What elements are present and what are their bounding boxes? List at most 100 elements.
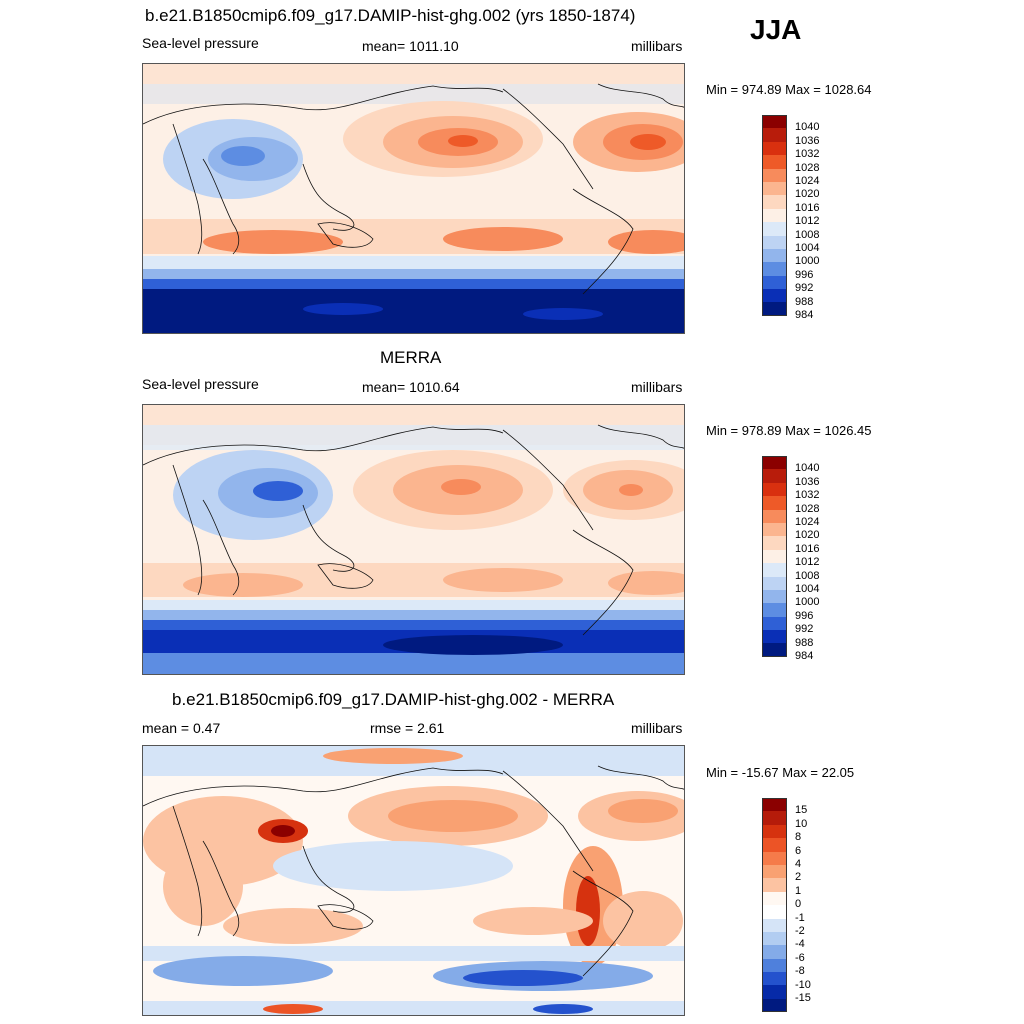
panel1-units-label: millibars	[631, 38, 683, 54]
colorbar-swatch	[762, 643, 787, 657]
colorbar-tick-label: 1040	[795, 121, 820, 134]
colorbar-tick-label: 1036	[795, 475, 820, 488]
colorbar-tick-label: -1	[795, 911, 805, 924]
panel1-title: b.e21.B1850cmip6.f09_g17.DAMIP-hist-ghg.…	[145, 6, 636, 25]
colorbar-tick-label: 1024	[795, 516, 820, 528]
colorbar-swatch	[762, 616, 787, 631]
panel1-contour-map	[143, 64, 684, 333]
panel3-colorbar	[762, 798, 787, 1013]
colorbar-swatch	[762, 563, 787, 577]
panel1-colorbar	[762, 115, 787, 316]
colorbar-tick-label: 10	[795, 817, 808, 830]
colorbar-tick-label: 988	[795, 636, 814, 649]
colorbar-tick-label: 6	[795, 844, 802, 857]
colorbar-swatch	[762, 115, 787, 129]
colorbar-tick-label: -15	[795, 992, 811, 1004]
colorbar-swatch	[762, 945, 787, 959]
colorbar-swatch	[762, 549, 787, 564]
colorbar-tick-label: 1012	[795, 556, 820, 569]
panel3-rmse-label: rmse = 2.61	[370, 720, 445, 736]
colorbar-swatch	[762, 222, 787, 236]
colorbar-swatch	[762, 155, 787, 169]
colorbar-swatch	[762, 195, 787, 209]
colorbar-swatch	[762, 248, 787, 263]
colorbar-tick-label: 992	[795, 282, 814, 295]
colorbar-swatch	[762, 864, 787, 879]
panel2-variable-label: Sea-level pressure	[142, 376, 259, 392]
panel2-title: MERRA	[380, 348, 442, 367]
colorbar-swatch	[762, 469, 787, 483]
colorbar-swatch	[762, 168, 787, 182]
colorbar-tick-label: 992	[795, 623, 814, 636]
colorbar-tick-label: 984	[795, 309, 814, 321]
colorbar-tick-label: -2	[795, 925, 805, 937]
colorbar-tick-label: 1024	[795, 175, 820, 187]
colorbar-swatch	[762, 972, 787, 986]
colorbar-tick-label: 988	[795, 295, 814, 308]
panel3-minmax: Min = -15.67 Max = 22.05	[706, 765, 855, 780]
panel2-units-label: millibars	[631, 379, 683, 395]
colorbar-tick-label: 996	[795, 268, 814, 281]
colorbar-swatch	[762, 931, 787, 946]
colorbar-tick-label: -8	[795, 965, 805, 978]
colorbar-swatch	[762, 208, 787, 223]
colorbar-swatch	[762, 811, 787, 825]
panel3-contour-map	[143, 746, 684, 1015]
colorbar-swatch	[762, 905, 787, 919]
colorbar-tick-label: 1008	[795, 228, 820, 241]
colorbar-tick-label: 1028	[795, 161, 820, 174]
colorbar-swatch	[762, 235, 787, 249]
colorbar-tick-label: 1040	[795, 462, 820, 475]
colorbar-swatch	[762, 128, 787, 142]
colorbar-swatch	[762, 838, 787, 852]
colorbar-tick-label: 1	[795, 884, 802, 897]
colorbar-swatch	[762, 522, 787, 537]
panel2-minmax: Min = 978.89 Max = 1026.45	[706, 423, 872, 438]
colorbar-swatch	[762, 891, 787, 906]
colorbar-swatch	[762, 824, 787, 839]
colorbar-swatch	[762, 141, 787, 156]
colorbar-tick-label: 0	[795, 898, 802, 911]
colorbar-tick-label: 984	[795, 650, 814, 662]
colorbar-swatch	[762, 482, 787, 497]
colorbar-tick-label: 1016	[795, 201, 820, 214]
colorbar-tick-label: 1036	[795, 134, 820, 147]
panel1-mean-label: mean= 1011.10	[362, 38, 459, 54]
colorbar-tick-label: 1032	[795, 489, 820, 502]
colorbar-swatch	[762, 918, 787, 932]
panel2-colorbar	[762, 456, 787, 657]
colorbar-tick-label: 4	[795, 858, 802, 870]
colorbar-swatch	[762, 289, 787, 303]
colorbar-tick-label: 15	[795, 804, 808, 817]
colorbar-swatch	[762, 589, 787, 604]
panel2-mean-label: mean= 1010.64	[362, 379, 460, 395]
colorbar-tick-label: 1004	[795, 242, 820, 254]
panel3-mean-label: mean = 0.47	[142, 720, 221, 736]
colorbar-tick-label: 2	[795, 871, 802, 884]
season-label: JJA	[750, 14, 802, 45]
colorbar-swatch	[762, 603, 787, 617]
colorbar-tick-label: 1016	[795, 542, 820, 555]
colorbar-tick-label: 1020	[795, 529, 820, 542]
colorbar-tick-label: -10	[795, 978, 811, 991]
colorbar-tick-label: 8	[795, 831, 802, 844]
panel3-units-label: millibars	[631, 720, 683, 736]
colorbar-tick-label: 1032	[795, 148, 820, 161]
colorbar-tick-label: 1028	[795, 502, 820, 515]
colorbar-swatch	[762, 985, 787, 999]
colorbar-swatch	[762, 302, 787, 316]
colorbar-swatch	[762, 456, 787, 470]
colorbar-swatch	[762, 536, 787, 550]
colorbar-tick-label: 1004	[795, 583, 820, 595]
colorbar-swatch	[762, 181, 787, 196]
colorbar-tick-label: 1000	[795, 255, 820, 268]
colorbar-swatch	[762, 798, 787, 812]
colorbar-swatch	[762, 998, 787, 1013]
panel1-map	[142, 63, 685, 334]
colorbar-swatch	[762, 509, 787, 523]
colorbar-swatch	[762, 958, 787, 973]
panel1-minmax: Min = 974.89 Max = 1028.64	[706, 82, 872, 97]
colorbar-swatch	[762, 262, 787, 276]
colorbar-tick-label: 1012	[795, 215, 820, 228]
colorbar-tick-label: 1000	[795, 596, 820, 609]
